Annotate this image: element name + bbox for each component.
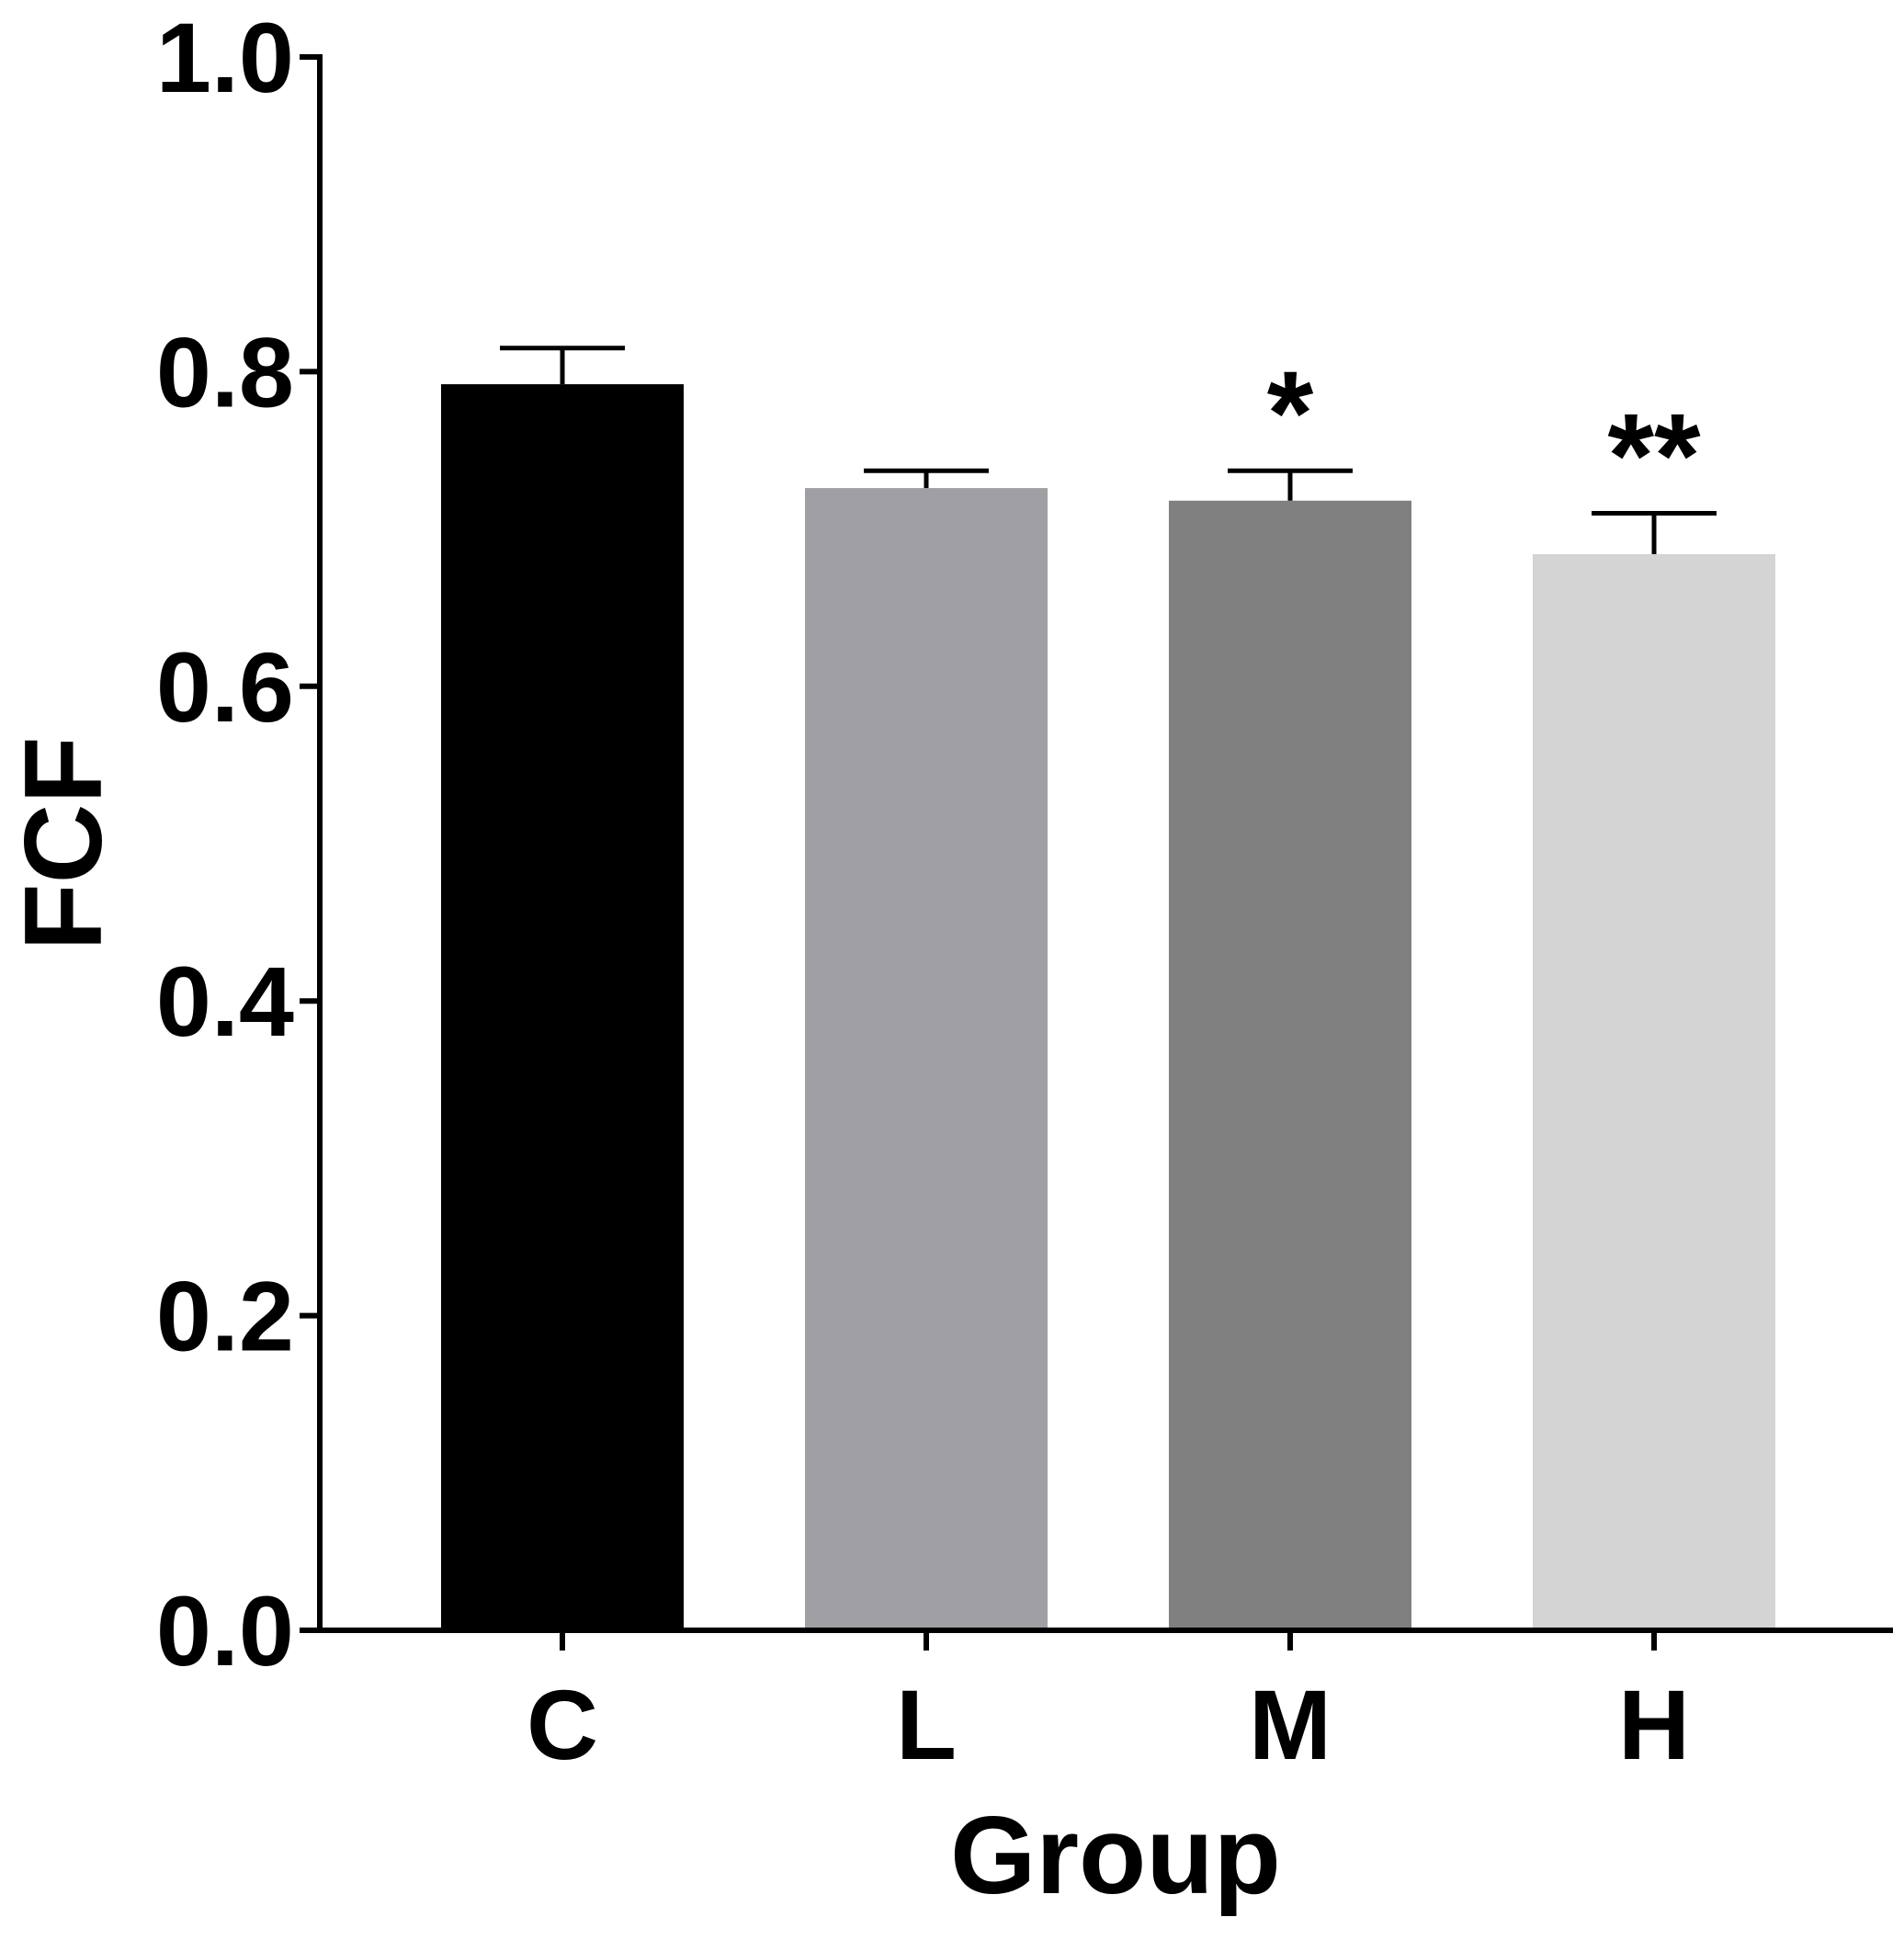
x-tick-label-c: C [527,1669,598,1780]
x-tick-label-m: M [1249,1669,1332,1780]
bar-m [1169,500,1411,1631]
y-tick-label: 0.8 [156,316,294,427]
y-tick-label: 0.6 [156,631,294,743]
x-tick-label-l: L [896,1669,957,1780]
significance-annotations: * ** [1267,346,1701,522]
error-bar-m [1228,468,1353,501]
error-bars [500,346,1717,554]
x-tick-label-h: H [1618,1669,1690,1780]
y-axis-title: FCF [2,736,125,950]
y-ticks: 0.0 0.2 0.4 0.6 0.8 1.0 [156,2,320,1686]
bar-h [1533,553,1775,1631]
error-bar-h [1592,510,1717,554]
significance-m: * [1267,346,1314,480]
bars [441,384,1775,1631]
y-tick-label: 1.0 [156,2,294,113]
y-tick-label: 0.4 [156,946,294,1057]
axes [317,54,1893,1633]
x-axis-title: Group [950,1794,1281,1917]
y-tick-label: 0.2 [156,1261,294,1372]
bar-l [805,488,1048,1630]
significance-h: ** [1607,388,1701,522]
bar-c [441,384,684,1631]
error-bar-c [500,346,625,385]
y-tick-label: 0.0 [156,1575,294,1686]
error-bar-l [864,468,989,489]
